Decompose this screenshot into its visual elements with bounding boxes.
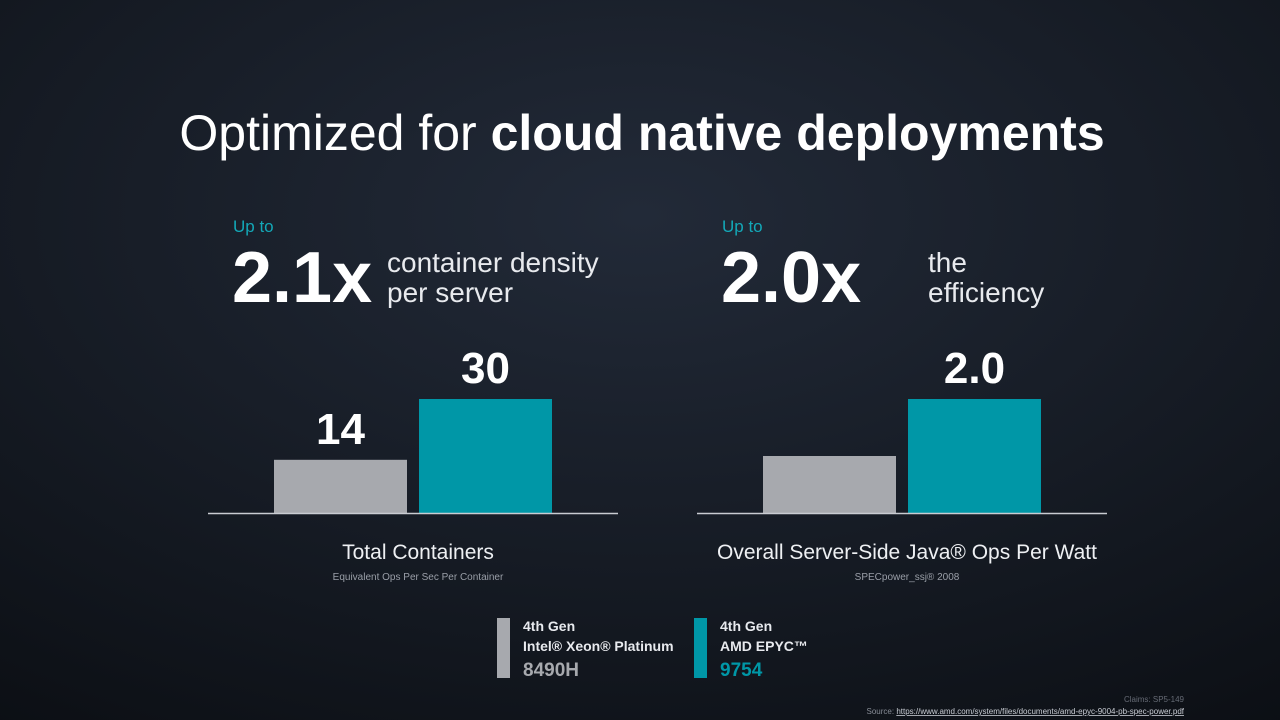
headline-text: per server [387, 277, 513, 308]
value-label: 2.0 [944, 344, 1005, 393]
headline-text: container density [387, 247, 599, 278]
legend-swatch [694, 618, 707, 678]
headline-text: the [928, 247, 967, 278]
bar [763, 456, 896, 513]
x-label: Overall Server-Side Java® Ops Per Watt [717, 541, 1097, 564]
source-label: Source: [867, 707, 895, 716]
slide-title: Optimized for cloud native deployments [179, 105, 1104, 161]
bar [274, 459, 407, 513]
title-bold: cloud native deployments [491, 105, 1105, 161]
headline: 2.1x [232, 238, 372, 318]
headline-text: efficiency [928, 277, 1044, 308]
legend-text: 9754 [720, 660, 763, 681]
subtitle: Equivalent Ops Per Sec Per Container [333, 572, 504, 583]
kicker: Up to [233, 217, 274, 236]
bar [908, 399, 1041, 513]
legend-text: Intel® Xeon® Platinum [523, 638, 674, 654]
value-label: 14 [316, 405, 365, 454]
kicker: Up to [722, 217, 763, 236]
title-light: Optimized for [179, 105, 476, 161]
headline: 2.0x [721, 238, 861, 318]
legend-swatch [497, 618, 510, 678]
legend-text: 4th Gen [523, 618, 575, 634]
value-label: 30 [461, 344, 510, 393]
claims: Claims: SP5-149 [1124, 695, 1185, 704]
x-label: Total Containers [342, 541, 494, 564]
subtitle: SPECpower_ssj® 2008 [855, 572, 960, 583]
legend-text: 8490H [523, 660, 579, 681]
source-link[interactable]: https://www.amd.com/system/files/documen… [896, 707, 1184, 716]
legend-text: 4th Gen [720, 618, 772, 634]
source: Source: https://www.amd.com/system/files… [867, 707, 1185, 716]
bar [419, 399, 552, 513]
legend-text: AMD EPYC™ [720, 638, 808, 654]
